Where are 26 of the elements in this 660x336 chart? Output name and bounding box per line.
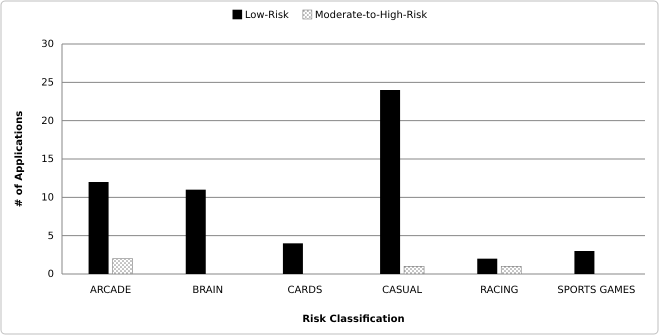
y-axis-title: # of Applications — [14, 110, 25, 208]
y-tick-label: 15 — [41, 154, 54, 166]
bar — [404, 266, 424, 274]
bar — [282, 243, 303, 274]
x-axis-title: Risk Classification — [302, 314, 405, 325]
bar — [574, 251, 594, 274]
x-tick-label: RACING — [480, 285, 518, 296]
bar — [500, 266, 522, 274]
y-tick-label: 20 — [41, 116, 54, 127]
y-tick-label: 5 — [48, 230, 54, 242]
x-tick-label: SPORTS GAMES — [557, 285, 636, 296]
y-tick-label: 0 — [48, 269, 54, 280]
y-tick-label: 30 — [41, 39, 54, 50]
bar — [186, 190, 206, 274]
bar — [380, 90, 400, 274]
bar — [112, 258, 133, 274]
legend-label: Moderate-to-High-Risk — [314, 10, 428, 21]
bar — [477, 258, 498, 274]
y-tick-label: 10 — [41, 192, 54, 204]
legend-label: Low-Risk — [244, 10, 290, 21]
x-tick-label: ARCADE — [90, 285, 132, 296]
bar — [88, 182, 109, 274]
y-tick-label: 25 — [41, 78, 54, 89]
x-tick-label: BRAIN — [192, 285, 224, 296]
x-tick-label: CASUAL — [382, 285, 422, 296]
x-tick-label: CARDS — [288, 285, 322, 296]
